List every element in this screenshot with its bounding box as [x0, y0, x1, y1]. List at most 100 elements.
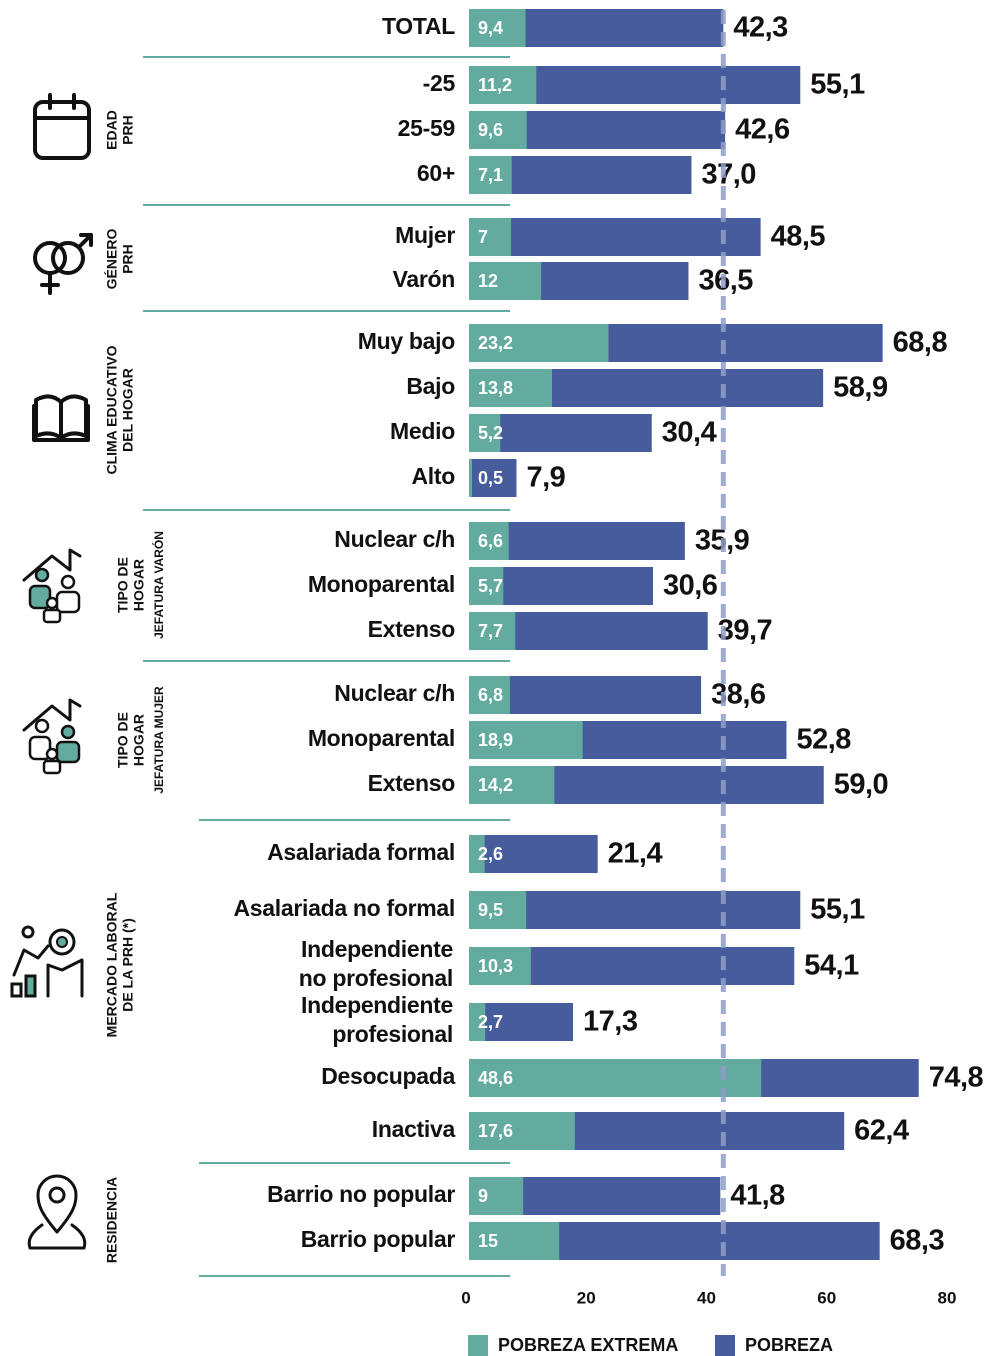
poverty-value-label: 30,4: [662, 417, 717, 449]
poverty-value-label: 58,9: [833, 372, 888, 404]
poverty-value-label: 39,7: [718, 615, 772, 647]
category-label: Nuclear c/h: [334, 526, 455, 552]
extreme-value-label: 6,8: [478, 685, 503, 705]
extreme-poverty-bar: [469, 9, 526, 47]
extreme-value-label: 18,9: [478, 730, 513, 750]
poverty-value-label: 48,5: [771, 221, 826, 253]
group-label: RESIDENCIA: [104, 1177, 120, 1263]
extreme-value-label: 5,7: [478, 576, 503, 596]
group-label: TIPO DE: [115, 712, 131, 768]
category-label: Medio: [390, 418, 455, 444]
home-icon-1: [22, 548, 82, 624]
extreme-poverty-bar: [469, 947, 531, 985]
category-label: -25: [423, 70, 456, 96]
calendar-icon: [33, 93, 91, 160]
group-sublabel: JEFATURA VARÓN: [151, 531, 166, 639]
extreme-value-label: 9,6: [478, 120, 503, 140]
legend-label: POBREZA EXTREMA: [498, 1335, 678, 1355]
group-sublabel: JEFATURA MUJER: [152, 686, 166, 794]
poverty-bar: [469, 218, 761, 256]
extreme-poverty-bar: [469, 324, 609, 362]
extreme-value-label: 9,5: [478, 900, 503, 920]
poverty-value-label: 38,6: [711, 679, 766, 711]
extreme-poverty-bar: [469, 111, 527, 149]
group-label: DEL HOGAR: [120, 368, 136, 452]
extreme-poverty-bar: [469, 414, 501, 452]
group-label: DE LA PRH (*): [120, 918, 136, 1012]
extreme-value-label: 10,3: [478, 956, 513, 976]
poverty-value-label: 55,1: [810, 69, 865, 101]
work-icon: [10, 925, 84, 998]
category-label: Bajo: [406, 373, 455, 399]
poverty-value-label: 7,9: [526, 462, 565, 494]
category-label: Barrio no popular: [267, 1181, 455, 1207]
category-label: Barrio popular: [301, 1226, 456, 1252]
icons: [10, 93, 93, 1250]
extreme-value-label: 23,2: [478, 333, 513, 353]
extreme-poverty-bar: [469, 1112, 575, 1150]
poverty-value-label: 17,3: [583, 1006, 638, 1038]
group-label: HOGAR: [131, 559, 147, 611]
category-label: profesional: [332, 1021, 453, 1047]
home-icon-2: [22, 698, 82, 775]
extreme-value-label: 0,5: [478, 468, 503, 488]
extreme-poverty-bar: [469, 1059, 762, 1097]
extreme-value-label: 7: [478, 227, 488, 247]
book-icon: [32, 394, 90, 442]
poverty-value-label: 74,8: [929, 1062, 984, 1094]
category-label: Monoparental: [308, 725, 455, 751]
poverty-value-label: 42,6: [735, 114, 790, 146]
extreme-value-label: 48,6: [478, 1068, 513, 1088]
legend-swatch: [715, 1335, 735, 1356]
group-label: MERCADO LABORAL: [104, 892, 120, 1037]
extreme-value-label: 13,8: [478, 378, 513, 398]
category-label: Asalariada no formal: [233, 895, 455, 921]
category-label: 60+: [417, 160, 455, 186]
group-label: PRH: [120, 244, 136, 274]
group-label: EDAD: [104, 110, 120, 150]
group-label: TIPO DE: [115, 557, 131, 613]
extreme-poverty-bar: [469, 676, 510, 714]
extreme-value-label: 17,6: [478, 1121, 513, 1141]
category-label: Monoparental: [308, 571, 455, 597]
extreme-poverty-bar: [469, 1003, 486, 1041]
poverty-bar: [469, 459, 517, 497]
extreme-value-label: 12: [478, 271, 498, 291]
group-label: PRH: [120, 115, 136, 145]
poverty-value-label: 36,5: [698, 265, 753, 297]
poverty-value-label: 37,0: [701, 159, 755, 191]
extreme-poverty-bar: [469, 369, 552, 407]
extreme-value-label: 11,2: [478, 75, 512, 95]
poverty-value-label: 21,4: [608, 838, 663, 870]
category-label: Varón: [393, 266, 455, 292]
poverty-value-label: 68,8: [893, 327, 948, 359]
poverty-bar: [469, 1003, 574, 1041]
x-tick-label: 40: [697, 1288, 716, 1307]
category-label: no profesional: [299, 965, 453, 991]
poverty-value-label: 52,8: [796, 724, 851, 756]
category-label: Muy bajo: [358, 328, 456, 354]
category-label: Independiente: [301, 936, 453, 962]
x-tick-label: 20: [577, 1288, 596, 1307]
extreme-value-label: 7,7: [478, 621, 503, 641]
group-label: CLIMA EDUCATIVO: [104, 345, 120, 474]
poverty-value-label: 42,3: [733, 12, 788, 44]
extreme-poverty-bar: [469, 459, 473, 497]
extreme-value-label: 14,2: [478, 775, 513, 795]
extreme-poverty-bar: [469, 721, 583, 759]
extreme-poverty-bar: [469, 891, 527, 929]
poverty-value-label: 59,0: [834, 769, 888, 801]
category-label: 25-59: [398, 115, 455, 141]
poverty-value-label: 30,6: [663, 570, 718, 602]
extreme-value-label: 9,4: [478, 18, 503, 38]
extreme-poverty-bar: [469, 262, 542, 300]
category-label: Extenso: [368, 770, 456, 796]
category-label: Nuclear c/h: [334, 680, 455, 706]
category-label: TOTAL: [382, 13, 455, 39]
extreme-value-label: 6,6: [478, 531, 503, 551]
pin-icon: [27, 1174, 87, 1250]
extreme-poverty-bar: [469, 567, 504, 605]
extreme-poverty-bar: [469, 218, 512, 256]
extreme-poverty-bar: [469, 1222, 560, 1260]
